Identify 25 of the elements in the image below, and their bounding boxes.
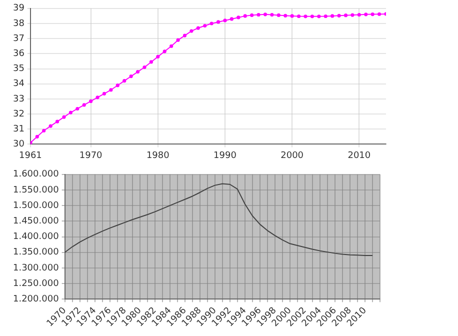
y-tick-label: 1.250.000 (12, 278, 60, 289)
y-tick-label: 32 (13, 109, 24, 120)
x-tick-label: 1990 (214, 150, 237, 161)
y-tick-label: 1.200.000 (12, 294, 60, 305)
y-tick-label: 36 (13, 49, 25, 60)
x-tick-label: 2000 (280, 150, 304, 161)
y-tick-label: 1.550.000 (12, 185, 60, 196)
y-tick-label: 38 (13, 18, 25, 29)
y-tick-label: 1.500.000 (12, 200, 60, 211)
x-tick-label: 1980 (146, 150, 170, 161)
x-tick-label: 2010 (348, 150, 371, 161)
y-tick-label: 1.350.000 (12, 248, 60, 258)
y-tick-label: 39 (13, 4, 25, 14)
x-tick-label: 1961 (19, 150, 42, 161)
y-tick-label: 1.300.000 (12, 263, 60, 274)
x-tick-label: 1970 (79, 150, 103, 161)
y-tick-label: 34 (13, 79, 25, 90)
y-tick-label: 30 (13, 140, 25, 150)
y-tick-label: 1.400.000 (12, 232, 60, 242)
y-tick-label: 1.600.000 (12, 170, 60, 180)
y-tick-label: 37 (13, 34, 24, 44)
y-tick-label: 33 (13, 94, 24, 104)
y-tick-label: 31 (13, 124, 24, 134)
y-tick-label: 1.450.000 (12, 216, 60, 227)
y-tick-label: 35 (13, 64, 24, 74)
